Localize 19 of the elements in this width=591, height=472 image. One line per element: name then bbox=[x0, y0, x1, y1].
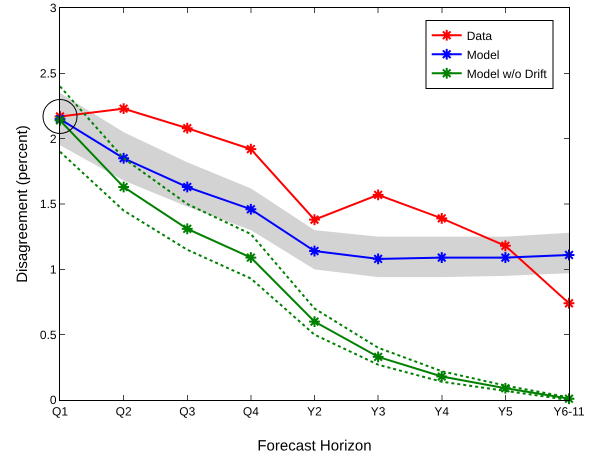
x-tick-label: Q2 bbox=[116, 404, 132, 418]
legend-label: Model w/o Drift bbox=[466, 66, 548, 81]
x-tick-label: Q4 bbox=[242, 404, 260, 418]
x-tick-label: Y6-11 bbox=[553, 404, 585, 418]
x-tick-label: Y4 bbox=[434, 404, 450, 418]
x-tick-label: Y2 bbox=[307, 404, 322, 418]
x-tick-label: Y5 bbox=[498, 404, 514, 418]
x-axis-title: Forecast Horizon bbox=[257, 437, 372, 454]
y-tick-label: 1.5 bbox=[40, 197, 57, 212]
y-axis-title: Disagreement (percent) bbox=[14, 125, 32, 283]
legend-label: Data bbox=[466, 28, 492, 43]
legend-label: Model bbox=[466, 48, 500, 62]
x-tick-label: Q3 bbox=[179, 404, 196, 418]
y-tick-label: 3 bbox=[50, 1, 57, 16]
y-tick-label: 2 bbox=[50, 132, 57, 146]
y-tick-label: 0.5 bbox=[40, 328, 57, 342]
y-tick-label: 2.5 bbox=[40, 66, 57, 81]
x-tick-label: Y3 bbox=[370, 404, 386, 418]
y-tick-label: 1 bbox=[50, 262, 57, 277]
